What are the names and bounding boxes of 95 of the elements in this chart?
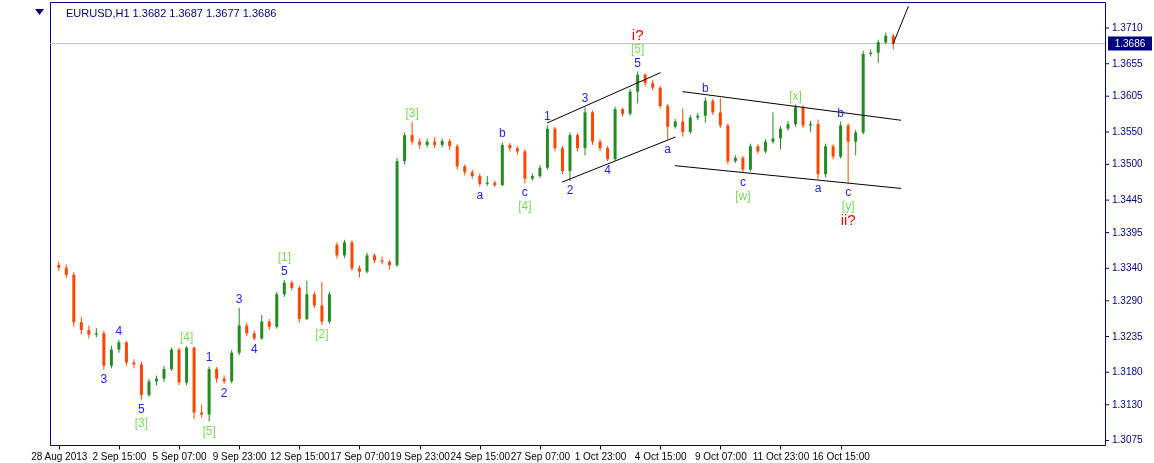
annotation: 5 bbox=[280, 264, 288, 279]
x-tick-label: 11 Oct 23:00 bbox=[752, 450, 810, 462]
candlestick bbox=[681, 108, 685, 137]
candlestick bbox=[876, 39, 880, 64]
x-tick-label: 16 Oct 15:00 bbox=[812, 450, 871, 462]
annotation: [w] bbox=[735, 188, 751, 203]
annotation: 2 bbox=[220, 385, 228, 400]
annotation: [3] bbox=[405, 106, 419, 121]
candlestick bbox=[756, 143, 760, 155]
x-tick-label: 5 Sep 07:00 bbox=[152, 450, 207, 462]
x-tick-label: 9 Sep 23:00 bbox=[212, 450, 268, 462]
y-tick-label: 1.3550 bbox=[1112, 125, 1144, 137]
candlestick bbox=[455, 143, 459, 171]
annotation: b bbox=[498, 126, 506, 141]
candlestick bbox=[778, 125, 782, 150]
candlestick bbox=[560, 145, 564, 175]
annotation: [5] bbox=[202, 423, 216, 438]
y-tick-label: 1.3500 bbox=[1112, 158, 1144, 170]
y-tick-label: 1.3710 bbox=[1112, 21, 1144, 33]
candlestick bbox=[320, 281, 324, 326]
candlestick bbox=[658, 85, 662, 110]
y-tick-label: 1.3075 bbox=[1112, 434, 1144, 446]
candlestick bbox=[342, 239, 346, 259]
x-tick-label: 9 Oct 07:00 bbox=[694, 450, 748, 462]
candlestick bbox=[718, 97, 722, 129]
candlestick bbox=[147, 378, 151, 398]
annotation: 4 bbox=[115, 323, 123, 338]
annotation: [3] bbox=[134, 415, 149, 430]
annotation: 3 bbox=[100, 371, 108, 386]
y-tick-label: 1.3180 bbox=[1112, 366, 1144, 378]
ref-line-label: 1.3686 bbox=[1114, 37, 1146, 49]
candlestick bbox=[703, 96, 707, 124]
y-tick-label: 1.3290 bbox=[1112, 294, 1144, 306]
annotation: [4] bbox=[179, 330, 194, 345]
chart-title: EURUSD,H1 1.3682 1.3687 1.3677 1.3686 bbox=[66, 7, 277, 19]
x-tick-label: 1 Oct 23:00 bbox=[574, 450, 627, 462]
x-tick-label: 17 Sep 07:00 bbox=[330, 450, 391, 462]
annotation: 1 bbox=[205, 350, 213, 365]
candlestick bbox=[365, 252, 369, 275]
annotation: [5] bbox=[630, 41, 645, 56]
candlestick bbox=[636, 71, 640, 104]
annotation: [2] bbox=[315, 326, 329, 341]
annotation: 5 bbox=[634, 55, 642, 70]
annotation: c bbox=[521, 185, 528, 200]
annotation: [x] bbox=[789, 88, 802, 103]
candlestick bbox=[576, 132, 579, 152]
y-tick-label: 1.3130 bbox=[1112, 398, 1144, 410]
candlestick bbox=[124, 340, 128, 367]
candlestick bbox=[786, 120, 790, 132]
annotation: 3 bbox=[235, 291, 243, 306]
candlestick bbox=[748, 143, 752, 173]
annotation: 2 bbox=[566, 183, 574, 198]
candlestick bbox=[771, 111, 775, 145]
candlestick bbox=[666, 103, 670, 141]
y-tick-label: 1.3340 bbox=[1112, 262, 1144, 274]
candlestick bbox=[425, 137, 429, 148]
annotation: 4 bbox=[250, 342, 258, 357]
annotation: [4] bbox=[518, 199, 532, 214]
candlestick bbox=[628, 88, 632, 117]
candlestick bbox=[846, 122, 850, 184]
y-tick-label: 1.3605 bbox=[1112, 90, 1144, 102]
candlestick bbox=[801, 104, 805, 129]
annotation: 1 bbox=[544, 109, 552, 124]
candlestick bbox=[170, 347, 174, 372]
annotation: a bbox=[476, 188, 484, 203]
candlestick bbox=[598, 138, 602, 152]
annotation: i? bbox=[631, 25, 644, 43]
y-tick-label: 1.3395 bbox=[1112, 226, 1144, 238]
x-tick-label: 24 Sep 15:00 bbox=[450, 450, 511, 462]
annotation: b bbox=[701, 81, 709, 96]
annotation: 3 bbox=[581, 91, 589, 106]
annotation: 5 bbox=[138, 401, 146, 416]
x-tick-label: 4 Oct 15:00 bbox=[634, 450, 687, 462]
candlestick bbox=[854, 129, 858, 156]
candlestick bbox=[410, 121, 414, 146]
x-tick-label: 27 Sep 07:00 bbox=[510, 450, 571, 462]
y-tick-label: 1.3445 bbox=[1112, 194, 1144, 206]
annotation: 4 bbox=[604, 163, 612, 178]
candlestick bbox=[109, 345, 113, 369]
x-tick-label: 12 Sep 15:00 bbox=[270, 450, 331, 462]
candlestick bbox=[553, 126, 557, 152]
annotation: [1] bbox=[277, 250, 291, 265]
y-tick-label: 1.3655 bbox=[1112, 57, 1144, 69]
annotation: a bbox=[814, 181, 822, 196]
y-tick-label: 1.3235 bbox=[1112, 330, 1144, 342]
x-tick-label: 28 Aug 2013 bbox=[31, 450, 88, 462]
candlestick bbox=[688, 114, 692, 135]
annotation: a bbox=[664, 141, 672, 156]
x-tick-label: 19 Sep 23:00 bbox=[390, 450, 451, 462]
annotation: c bbox=[739, 174, 746, 189]
x-tick-label: 2 Sep 15:00 bbox=[92, 450, 147, 462]
annotation: [y] bbox=[841, 198, 855, 213]
candlestick bbox=[260, 314, 264, 341]
annotation: c bbox=[845, 184, 852, 199]
candlestick bbox=[794, 104, 798, 128]
